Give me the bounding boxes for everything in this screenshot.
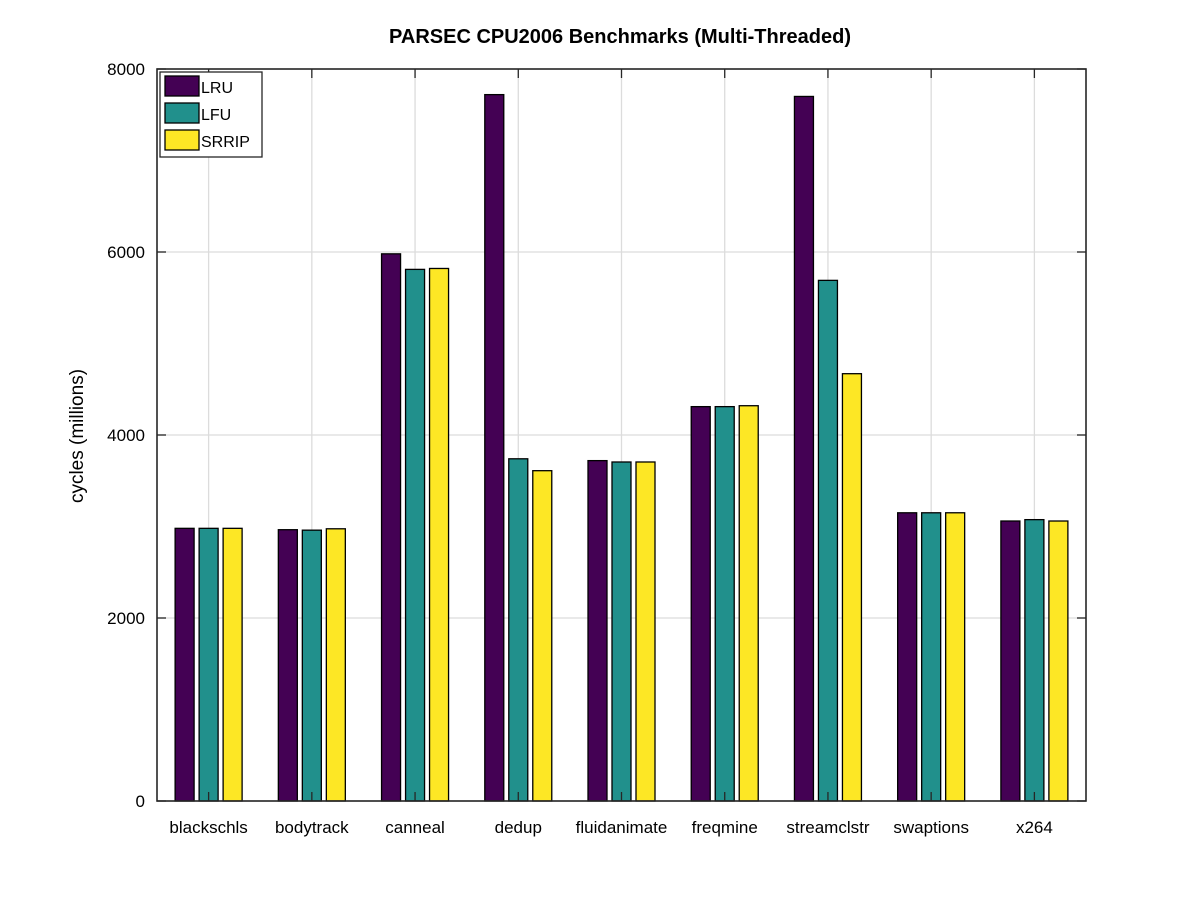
bar-lru-streamclstr	[793, 95, 815, 802]
bar-lfu-fluidanimate	[611, 461, 632, 802]
bar-srrip-freqmine	[738, 405, 759, 802]
y-tick-label: 6000	[107, 243, 145, 262]
plot-area: 0 2000 4000 6000 8000 blackschls bodytrack cann…	[107, 60, 1087, 837]
bar-srrip-streamclstr	[841, 373, 863, 802]
x-tick-label-dedup: dedup	[495, 818, 542, 837]
bar-lfu-x264	[1024, 518, 1045, 802]
legend-swatch-lru	[164, 75, 200, 97]
bar-lru-blackschls	[174, 527, 195, 802]
bar-lru-dedup	[484, 93, 505, 802]
x-tick-label-fluidanimate: fluidanimate	[576, 818, 668, 837]
bar-lfu-freqmine	[714, 405, 735, 802]
legend-swatch-lfu	[164, 102, 200, 124]
x-tick-label-bodytrack: bodytrack	[275, 818, 349, 837]
y-tick-label: 8000	[107, 60, 145, 79]
bar-srrip-bodytrack	[325, 528, 346, 802]
legend-label-lru: LRU	[201, 80, 233, 97]
bar-srrip-canneal	[428, 267, 450, 802]
bar-lfu-swaptions	[921, 512, 942, 802]
x-tick-label-swaptions: swaptions	[893, 818, 969, 837]
y-tick-label: 2000	[107, 609, 145, 628]
bar-lfu-bodytrack	[301, 529, 322, 802]
x-tick-label-freqmine: freqmine	[692, 818, 758, 837]
bar-lfu-canneal	[404, 268, 426, 802]
bar-srrip-x264	[1048, 520, 1069, 802]
bar-srrip-swaptions	[945, 512, 966, 802]
x-tick-label-canneal: canneal	[385, 818, 445, 837]
bar-lru-canneal	[380, 253, 402, 802]
y-tick-label: 4000	[107, 426, 145, 445]
x-tick-label-blackschls: blackschls	[169, 818, 247, 837]
bar-lru-swaptions	[897, 512, 918, 802]
bar-lru-freqmine	[690, 405, 711, 802]
bar-lru-x264	[1000, 520, 1021, 802]
bar-lru-fluidanimate	[587, 459, 608, 802]
bar-srrip-blackschls	[222, 527, 243, 802]
bar-srrip-fluidanimate	[635, 461, 656, 802]
chart-title: PARSEC CPU2006 Benchmarks (Multi-Threade…	[389, 26, 851, 48]
y-tick-label: 0	[136, 792, 145, 811]
x-tick-label-x264: x264	[1016, 818, 1053, 837]
x-tick-label-streamclstr: streamclstr	[786, 818, 869, 837]
y-axis-label: cycles (millions)	[67, 369, 88, 503]
bar-lfu-dedup	[508, 458, 529, 802]
legend-label-srrip: SRRIP	[201, 134, 250, 151]
legend-swatch-srrip	[164, 129, 200, 151]
bar-lfu-blackschls	[198, 527, 219, 802]
bar-lru-bodytrack	[277, 529, 298, 802]
bar-lfu-streamclstr	[817, 279, 839, 802]
legend-label-lfu: LFU	[201, 107, 231, 124]
bar-srrip-dedup	[532, 470, 553, 802]
